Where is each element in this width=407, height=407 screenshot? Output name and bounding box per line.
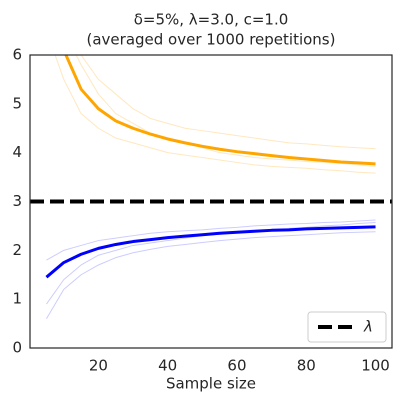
- x-tick-label: 80: [297, 357, 316, 375]
- x-axis-label: Sample size: [166, 375, 256, 393]
- x-tick-label: 100: [361, 357, 390, 375]
- y-tick-label: 5: [12, 94, 22, 112]
- y-tick-label: 3: [12, 192, 22, 210]
- series-line: [46, 231, 376, 319]
- axes-frame: [29, 54, 393, 349]
- y-tick-label: 1: [12, 290, 22, 308]
- chart-subtitle: (averaged over 1000 repetitions): [87, 31, 336, 49]
- y-tick-label: 4: [12, 143, 22, 161]
- y-tick-label: 6: [12, 46, 22, 64]
- series-line: [64, 55, 376, 166]
- series-line: [75, 55, 376, 167]
- legend-label: λ: [363, 318, 373, 336]
- series-line: [80, 55, 376, 150]
- y-tick-label: 0: [12, 339, 22, 357]
- plot-area: [30, 55, 392, 319]
- series-line: [45, 225, 376, 279]
- chart-title: δ=5%, λ=3.0, c=1.0: [134, 11, 289, 29]
- x-tick-label: 60: [227, 357, 246, 375]
- x-tick-label: 40: [158, 357, 177, 375]
- series-line: [54, 55, 376, 174]
- x-tick-label: 20: [89, 357, 108, 375]
- y-tick-label: 2: [12, 241, 22, 259]
- series-line: [46, 219, 376, 261]
